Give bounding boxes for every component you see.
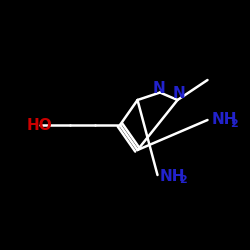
Text: N: N	[152, 81, 165, 96]
Text: 2: 2	[179, 175, 186, 185]
Text: NH: NH	[211, 112, 237, 128]
Text: N: N	[172, 86, 185, 101]
Text: 2: 2	[230, 119, 238, 129]
Text: NH: NH	[160, 169, 186, 184]
Text: HO: HO	[27, 118, 53, 132]
